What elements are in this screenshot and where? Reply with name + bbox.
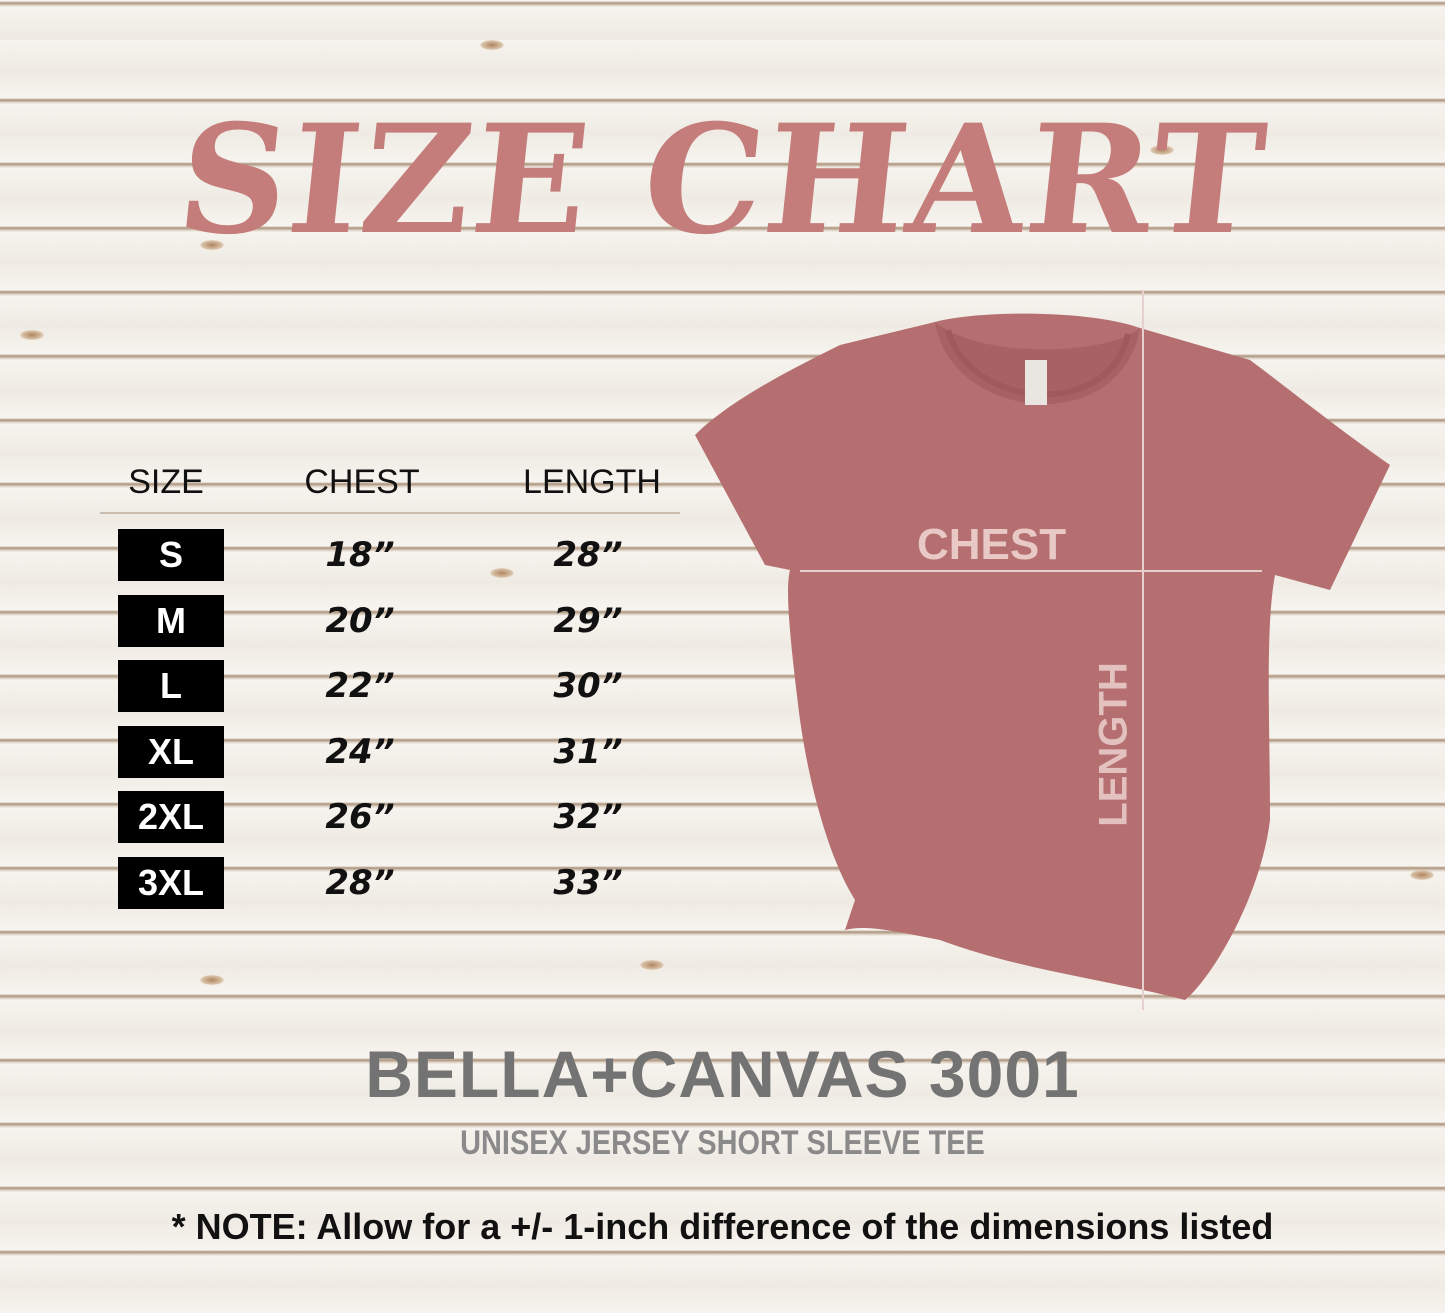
wood-knot (490, 568, 514, 578)
length-value: 30” (553, 666, 623, 706)
length-value: 31” (553, 731, 623, 772)
header-size: SIZE (128, 463, 204, 501)
size-label: S (118, 529, 224, 581)
chest-value: 28” (325, 862, 395, 903)
length-value: 28” (553, 535, 623, 575)
wood-knot (1150, 145, 1174, 155)
header-length: LENGTH (523, 463, 661, 501)
wood-knot (480, 40, 504, 50)
size-label: L (118, 660, 224, 712)
chest-label: CHEST (917, 520, 1067, 569)
length-value: 32” (553, 797, 623, 837)
wood-knot (640, 960, 664, 970)
chest-value: 18” (325, 535, 395, 575)
chest-value: 24” (325, 731, 395, 772)
wood-knot (200, 975, 224, 985)
tshirt-tag (1025, 360, 1047, 405)
product-name: BELLA+CANVAS 3001 (365, 1037, 1080, 1111)
size-note: * NOTE: Allow for a +/- 1-inch differenc… (171, 1206, 1274, 1247)
size-label: 3XL (118, 856, 224, 909)
chest-value: 20” (325, 600, 395, 641)
wood-knot (200, 240, 224, 250)
chest-value: 26” (325, 797, 395, 837)
length-value: 33” (553, 862, 623, 903)
page-title: SIZE CHART (170, 92, 1275, 268)
length-label: LENGTH (1091, 662, 1136, 827)
chest-value: 22” (325, 666, 395, 706)
size-label: M (118, 594, 224, 647)
tshirt-body (695, 313, 1390, 1001)
header-divider (100, 512, 680, 514)
header-chest: CHEST (304, 463, 420, 501)
length-value: 29” (553, 600, 623, 641)
wood-knot (20, 330, 44, 340)
chest-measure-line (800, 570, 1262, 572)
wood-knot (1410, 870, 1434, 880)
size-label: 2XL (118, 791, 224, 843)
length-measure-line (1142, 290, 1144, 1010)
product-description: UNISEX JERSEY SHORT SLEEVE TEE (460, 1124, 985, 1162)
size-label: XL (118, 725, 224, 778)
tshirt-image (695, 313, 1390, 1001)
